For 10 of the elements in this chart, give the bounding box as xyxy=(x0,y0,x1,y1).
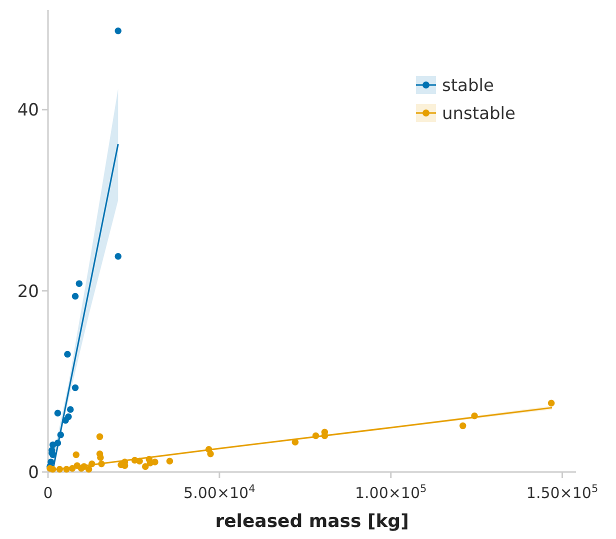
x-tick-label: 0 xyxy=(43,484,53,502)
x-tick-label: 1.00×10$^{5}$ xyxy=(354,483,427,502)
x-tick-label: 1.50×10$^{5}$ xyxy=(526,483,598,502)
y-tick-label: 0 xyxy=(28,463,39,483)
y-tick-label: 40 xyxy=(17,100,39,121)
x-tick-label: 5.00×10$^{4}$ xyxy=(184,483,256,502)
x-axis-title: released mass [kg] xyxy=(215,511,409,532)
y-tick-label: 20 xyxy=(17,282,39,302)
legend-label: stable xyxy=(442,76,494,96)
legend-label: unstable xyxy=(442,104,516,124)
